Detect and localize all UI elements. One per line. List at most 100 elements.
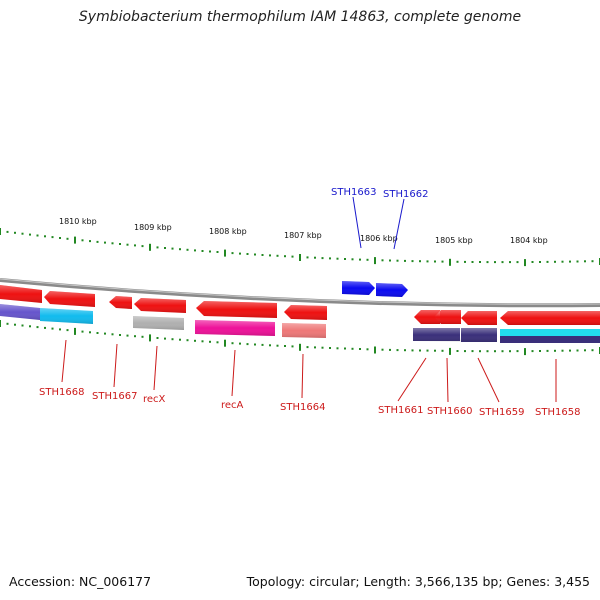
minor-tick	[329, 347, 331, 349]
gene-label-sth1661[interactable]: STH1661	[378, 405, 423, 416]
minor-tick	[351, 258, 354, 261]
minor-tick	[479, 350, 481, 353]
minor-tick	[246, 253, 249, 255]
lower-tick-track	[0, 320, 600, 356]
minor-tick	[441, 260, 444, 263]
leader-line	[61, 339, 67, 383]
minor-tick	[179, 248, 181, 251]
minor-tick	[231, 342, 234, 345]
accession-label: Accession: NC_006177	[9, 574, 152, 589]
gene-label-sth1668[interactable]: STH1668	[39, 387, 84, 398]
minor-tick	[336, 257, 339, 260]
minor-tick	[314, 256, 316, 259]
minor-tick	[509, 350, 511, 353]
minor-tick	[494, 261, 496, 264]
minor-tick	[6, 322, 9, 325]
gene-label-sth1660[interactable]: STH1660	[427, 406, 472, 417]
minor-tick	[89, 331, 91, 334]
minor-tick	[14, 323, 16, 326]
minor-tick	[389, 259, 391, 262]
leader-line	[113, 343, 118, 388]
major-tick	[224, 249, 226, 257]
major-tick	[524, 259, 526, 267]
minor-tick	[44, 235, 46, 238]
minor-tick	[66, 329, 69, 332]
minor-tick	[29, 233, 31, 236]
minor-tick	[404, 259, 406, 262]
minor-tick	[111, 242, 114, 245]
minor-tick	[486, 261, 489, 264]
minor-tick	[269, 344, 271, 347]
minor-tick	[126, 243, 129, 246]
minor-tick	[501, 350, 504, 353]
minor-tick	[381, 259, 384, 262]
minor-tick	[329, 257, 331, 260]
minor-tick	[441, 349, 444, 352]
minor-tick	[569, 260, 571, 263]
major-tick	[0, 320, 1, 327]
minor-tick	[164, 337, 166, 340]
leader-line	[477, 357, 500, 403]
minor-tick	[141, 245, 144, 248]
leader-line	[393, 198, 405, 250]
minor-tick	[246, 343, 249, 346]
minor-tick	[194, 339, 196, 342]
minor-tick	[576, 260, 579, 263]
function-bar-shine	[0, 304, 497, 342]
leader-line	[352, 196, 362, 249]
minor-tick	[201, 250, 204, 252]
minor-tick	[381, 348, 384, 351]
minor-tick	[314, 346, 316, 349]
minor-tick	[291, 255, 294, 258]
major-tick	[74, 236, 76, 244]
genome-backbone-highlight	[0, 278, 600, 305]
gene-label-sth1664[interactable]: STH1664	[280, 402, 325, 413]
minor-tick	[456, 260, 459, 263]
minor-tick	[284, 345, 286, 347]
minor-tick	[239, 342, 241, 345]
minor-tick	[554, 349, 556, 352]
forward-genes	[342, 281, 408, 297]
leader-line	[153, 345, 158, 391]
gene-label-sth1658[interactable]: STH1658	[535, 407, 580, 418]
gene-label-sth1662[interactable]: STH1662	[383, 189, 428, 200]
minor-tick	[276, 254, 279, 257]
minor-tick	[194, 249, 196, 252]
minor-tick	[404, 349, 406, 352]
function-bars	[0, 304, 600, 343]
minor-tick	[396, 349, 399, 352]
minor-tick	[209, 340, 211, 343]
minor-tick	[81, 239, 84, 242]
gene-label-recx[interactable]: recX	[143, 394, 166, 405]
minor-tick	[561, 260, 564, 263]
kbp-label: 1807 kbp	[284, 231, 322, 240]
minor-tick	[291, 345, 294, 348]
reverse-gene-arrows	[0, 285, 600, 325]
minor-tick	[59, 237, 61, 239]
minor-tick	[44, 326, 46, 329]
minor-tick	[239, 252, 241, 255]
gene-label-reca[interactable]: recA	[221, 400, 244, 411]
upper-tick-track	[0, 228, 600, 267]
gene-label-sth1667[interactable]: STH1667	[92, 391, 137, 402]
major-tick	[299, 254, 301, 261]
minor-tick	[366, 258, 369, 261]
kbp-label: 1810 kbp	[59, 217, 97, 226]
minor-tick	[516, 350, 519, 353]
gene-label-sth1659[interactable]: STH1659	[479, 407, 524, 418]
minor-tick	[419, 349, 421, 352]
minor-tick	[6, 230, 9, 233]
reverse-gene-labels: STH1668 STH1667 recX recA STH1664 STH166…	[39, 387, 580, 418]
minor-tick	[111, 333, 114, 336]
major-tick	[149, 334, 151, 342]
minor-tick	[539, 350, 541, 352]
minor-tick	[96, 332, 99, 334]
minor-tick	[51, 236, 54, 239]
minor-tick	[321, 346, 324, 349]
minor-tick	[479, 261, 481, 263]
minor-tick	[464, 260, 466, 263]
minor-tick	[156, 246, 159, 249]
gene-label-sth1663[interactable]: STH1663	[331, 187, 376, 198]
minor-tick	[411, 260, 414, 263]
